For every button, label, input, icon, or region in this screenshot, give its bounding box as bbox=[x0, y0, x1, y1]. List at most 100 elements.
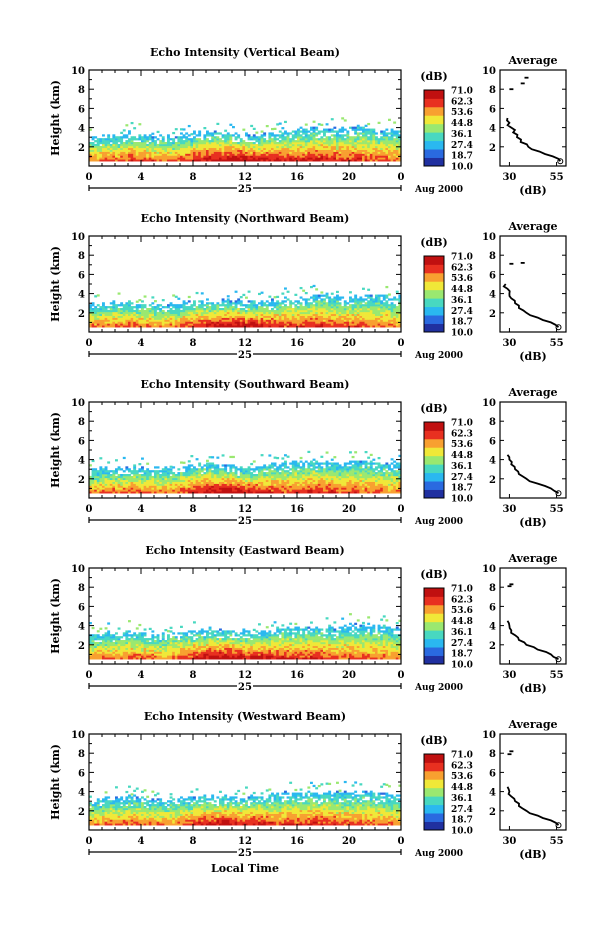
heatmap-cell bbox=[149, 316, 152, 318]
heatmap-cell bbox=[167, 316, 170, 318]
heatmap-cell bbox=[175, 478, 178, 480]
heatmap-cell bbox=[284, 130, 287, 132]
heatmap-cell bbox=[183, 144, 186, 146]
heatmap-cell bbox=[206, 486, 209, 488]
heatmap-cell bbox=[185, 154, 188, 156]
heatmap-cell bbox=[110, 154, 113, 156]
heatmap-cell bbox=[235, 314, 238, 316]
y-tick-label: 8 bbox=[78, 251, 85, 262]
heatmap-cell bbox=[185, 144, 188, 146]
heatmap-cell bbox=[214, 150, 217, 152]
heatmap-cell bbox=[175, 474, 178, 476]
heatmap-cell bbox=[177, 144, 180, 146]
heatmap-cell bbox=[302, 484, 305, 486]
heatmap-cell bbox=[354, 148, 357, 150]
heatmap-cell bbox=[209, 157, 212, 159]
heatmap-cell bbox=[380, 154, 383, 156]
heatmap-cell bbox=[383, 323, 386, 325]
heatmap-cell bbox=[172, 491, 175, 493]
heatmap-cell bbox=[276, 123, 279, 125]
heatmap-cell bbox=[349, 296, 352, 298]
heatmap-cell bbox=[128, 480, 131, 482]
heatmap-cell bbox=[331, 146, 334, 148]
heatmap-cell bbox=[279, 302, 282, 304]
heatmap-cell bbox=[144, 157, 147, 159]
heatmap-cell bbox=[284, 464, 287, 466]
heatmap-cell bbox=[300, 320, 303, 322]
heatmap-cell bbox=[188, 470, 191, 472]
heatmap-cell bbox=[372, 298, 375, 300]
heatmap-cell bbox=[385, 154, 388, 156]
heatmap-cell bbox=[292, 154, 295, 156]
heatmap-cell bbox=[183, 154, 186, 156]
heatmap-cell bbox=[131, 484, 134, 486]
heatmap-cell bbox=[112, 472, 115, 474]
heatmap-cell bbox=[172, 484, 175, 486]
heatmap-cell bbox=[310, 325, 313, 327]
colorbar-swatch bbox=[424, 298, 444, 307]
heatmap-cell bbox=[365, 140, 368, 142]
heatmap-cell bbox=[292, 482, 295, 484]
heatmap-cell bbox=[222, 304, 225, 306]
heatmap-cell bbox=[294, 144, 297, 146]
heatmap-cell bbox=[107, 486, 110, 488]
heatmap-cell bbox=[224, 130, 227, 132]
heatmap-cell bbox=[237, 468, 240, 470]
heatmap-cell bbox=[336, 134, 339, 136]
heatmap-cell bbox=[315, 325, 318, 327]
heatmap-cell bbox=[112, 318, 115, 320]
heatmap-cell bbox=[94, 155, 97, 157]
heatmap-cell bbox=[141, 155, 144, 157]
heatmap-cell bbox=[201, 470, 204, 472]
heatmap-cell bbox=[310, 486, 313, 488]
heatmap-cell bbox=[305, 142, 308, 144]
heatmap-cell bbox=[320, 144, 323, 146]
heatmap-cell bbox=[175, 152, 178, 154]
heatmap-cell bbox=[333, 486, 336, 488]
heatmap-cell bbox=[331, 484, 334, 486]
heatmap-cell bbox=[110, 146, 113, 148]
heatmap-cell bbox=[318, 491, 321, 493]
heatmap-cell bbox=[123, 486, 126, 488]
heatmap-cell bbox=[281, 154, 284, 156]
heatmap-cell bbox=[219, 142, 222, 144]
heatmap-cell bbox=[149, 146, 152, 148]
heatmap-cell bbox=[99, 306, 102, 308]
heatmap-cell bbox=[307, 462, 310, 464]
heatmap-cell bbox=[138, 468, 141, 470]
heatmap-cell bbox=[112, 310, 115, 312]
heatmap-cell bbox=[287, 291, 290, 293]
heatmap-cell bbox=[326, 476, 329, 478]
heatmap-cell bbox=[375, 312, 378, 314]
heatmap-cell bbox=[242, 478, 245, 480]
heatmap-cell bbox=[328, 144, 331, 146]
heatmap-cell bbox=[245, 472, 248, 474]
heatmap-cell bbox=[133, 157, 136, 159]
heatmap-cell bbox=[328, 155, 331, 157]
heatmap-cell bbox=[344, 489, 347, 491]
heatmap-cell bbox=[144, 476, 147, 478]
heatmap-cell bbox=[318, 320, 321, 322]
heatmap-cell bbox=[284, 321, 287, 323]
heatmap-cell bbox=[281, 127, 284, 129]
average-y-tick-label: 10 bbox=[482, 232, 496, 243]
heatmap-cell bbox=[393, 308, 396, 310]
heatmap-cell bbox=[320, 482, 323, 484]
heatmap-cell bbox=[307, 306, 310, 308]
heatmap-cell bbox=[289, 304, 292, 306]
heatmap-cell bbox=[370, 325, 373, 327]
heatmap-cell bbox=[211, 312, 214, 314]
heatmap-cell bbox=[328, 298, 331, 300]
heatmap-cell bbox=[162, 155, 165, 157]
heatmap-cell bbox=[289, 486, 292, 488]
heatmap-cell bbox=[245, 150, 248, 152]
heatmap-cell bbox=[255, 316, 258, 318]
heatmap-cell bbox=[346, 140, 349, 142]
date-label: Aug 2000 bbox=[414, 185, 463, 195]
heatmap-cell bbox=[229, 144, 232, 146]
heatmap-cell bbox=[385, 296, 388, 298]
heatmap-cell bbox=[365, 304, 368, 306]
heatmap-cell bbox=[383, 157, 386, 159]
heatmap-cell bbox=[266, 318, 269, 320]
heatmap-cell bbox=[216, 476, 219, 478]
